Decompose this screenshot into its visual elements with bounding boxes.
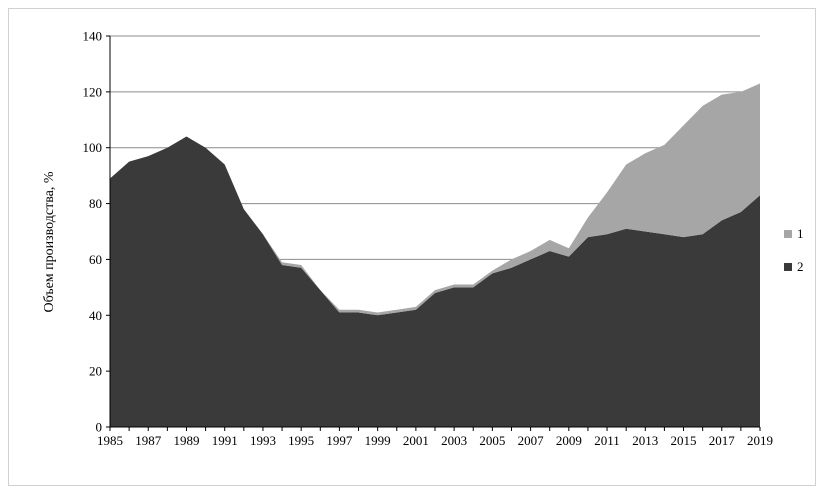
y-axis-label: Объем производства, % [42, 171, 57, 312]
x-tick-label: 1997 [326, 433, 353, 448]
legend-swatch-2 [784, 263, 792, 271]
x-tick-label: 1987 [135, 433, 162, 448]
y-tick-labels: 0 20 40 60 80 100 120 140 [83, 29, 103, 435]
chart-frame: 0 20 40 60 80 100 120 140 1985 1987 1989 1991 1993 1… [8, 8, 816, 486]
x-tick-label: 2019 [747, 433, 773, 448]
area-series-2 [110, 136, 760, 427]
legend-label-2: 2 [797, 259, 804, 274]
y-tick-label: 140 [83, 29, 103, 44]
x-tick-label: 1989 [173, 433, 199, 448]
legend-label-1: 1 [797, 226, 804, 241]
area-series-1 [110, 83, 760, 316]
y-tick-label: 120 [83, 84, 103, 99]
legend-swatch-1 [784, 230, 792, 238]
x-tick-label: 1999 [365, 433, 391, 448]
x-tick-label: 2017 [709, 433, 736, 448]
area-series [110, 83, 760, 427]
y-tick-label: 40 [89, 308, 102, 323]
x-tick-label: 2015 [671, 433, 697, 448]
y-tick-label: 100 [83, 140, 103, 155]
x-tick-label: 1995 [288, 433, 314, 448]
x-tick-label: 2013 [632, 433, 658, 448]
y-tick-label: 20 [89, 364, 102, 379]
y-tick-label: 60 [89, 252, 102, 267]
x-tick-label: 2009 [556, 433, 582, 448]
y-tick-label: 0 [96, 420, 103, 435]
legend: 12 [784, 226, 804, 274]
x-tick-label: 1993 [250, 433, 276, 448]
x-tick-label: 2005 [479, 433, 505, 448]
x-tick-label: 2011 [594, 433, 620, 448]
axes [106, 35, 761, 431]
x-tick-label: 2001 [403, 433, 429, 448]
x-tick-labels: 1985 1987 1989 1991 1993 1995 1997 1999 2001 2003… [97, 433, 773, 448]
x-tick-label: 2007 [518, 433, 545, 448]
x-tick-label: 1985 [97, 433, 123, 448]
x-tick-label: 2003 [441, 433, 467, 448]
y-tick-label: 80 [89, 196, 102, 211]
x-tick-label: 1991 [212, 433, 238, 448]
